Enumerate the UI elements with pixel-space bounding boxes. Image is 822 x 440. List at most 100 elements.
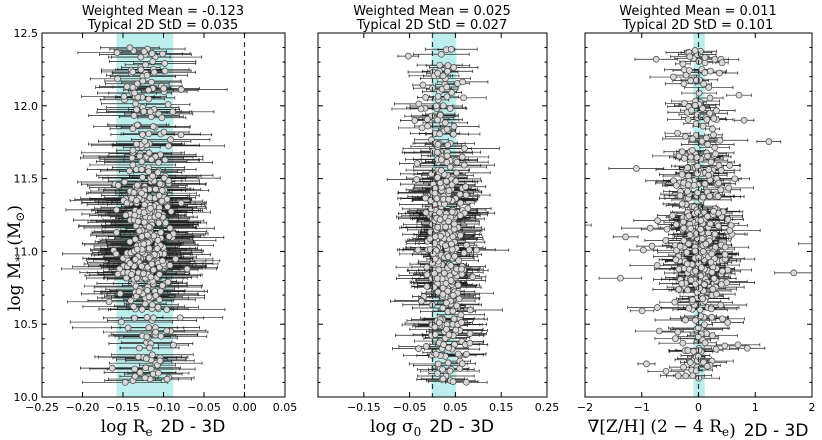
data-point bbox=[445, 195, 453, 203]
data-point bbox=[139, 174, 146, 181]
data-point bbox=[143, 333, 151, 341]
data-point bbox=[158, 114, 166, 122]
data-point bbox=[462, 183, 469, 191]
data-point bbox=[457, 311, 465, 319]
data-point bbox=[458, 265, 465, 273]
data-point bbox=[170, 341, 177, 349]
data-point bbox=[149, 58, 157, 65]
data-point bbox=[138, 306, 146, 313]
data-point bbox=[436, 111, 444, 119]
data-point bbox=[133, 245, 141, 253]
data-point bbox=[445, 344, 452, 352]
data-point bbox=[450, 220, 458, 228]
data-point bbox=[415, 345, 422, 352]
data-point bbox=[130, 189, 138, 196]
data-point bbox=[135, 227, 143, 235]
data-point bbox=[141, 300, 149, 308]
data-point bbox=[451, 252, 458, 260]
data-point bbox=[162, 219, 170, 227]
data-point bbox=[145, 244, 153, 252]
data-point bbox=[159, 257, 166, 265]
panel-title: Weighted Mean = -0.123 bbox=[82, 4, 244, 19]
data-point bbox=[442, 223, 449, 231]
data-point bbox=[460, 161, 468, 169]
data-point bbox=[159, 282, 166, 289]
plot-area: −2 −1 0 1 2 bbox=[577, 32, 816, 414]
data-point bbox=[141, 374, 149, 382]
data-point bbox=[154, 169, 162, 176]
data-point bbox=[458, 153, 466, 161]
data-point bbox=[177, 131, 185, 139]
data-point bbox=[140, 218, 148, 226]
data-point bbox=[177, 86, 185, 93]
data-point bbox=[439, 102, 447, 110]
data-point bbox=[139, 77, 147, 85]
data-point bbox=[457, 199, 464, 207]
data-point bbox=[452, 177, 460, 185]
data-point bbox=[424, 115, 431, 123]
data-point bbox=[436, 130, 444, 138]
data-point bbox=[145, 293, 153, 301]
data-point bbox=[443, 83, 451, 91]
data-point bbox=[136, 369, 144, 376]
data-point bbox=[164, 101, 172, 108]
data-point bbox=[445, 331, 453, 339]
data-point bbox=[129, 125, 137, 133]
data-point bbox=[177, 199, 185, 207]
data-point bbox=[432, 102, 440, 110]
data-point bbox=[133, 181, 141, 189]
data-point bbox=[128, 154, 136, 162]
data-point bbox=[469, 273, 477, 281]
x-tick-label: −0.10 bbox=[147, 401, 181, 414]
data-point bbox=[139, 131, 146, 138]
data-point bbox=[160, 128, 168, 136]
data-point bbox=[164, 278, 172, 286]
data-point bbox=[441, 119, 449, 127]
data-point bbox=[133, 197, 140, 204]
data-point bbox=[161, 156, 169, 164]
data-point bbox=[113, 49, 121, 57]
data-point bbox=[442, 242, 449, 249]
data-point bbox=[434, 69, 441, 77]
x-tick-label: −0.25 bbox=[25, 401, 59, 414]
data-point bbox=[444, 67, 451, 75]
data-point bbox=[157, 332, 165, 340]
data-point bbox=[150, 314, 157, 322]
data-point bbox=[455, 295, 463, 303]
data-point bbox=[122, 274, 130, 282]
data-point bbox=[121, 378, 129, 386]
data-point bbox=[444, 253, 452, 260]
data-point bbox=[443, 325, 450, 333]
data-point bbox=[440, 341, 447, 348]
data-point bbox=[466, 306, 474, 314]
data-point bbox=[113, 229, 120, 236]
data-point bbox=[129, 68, 137, 76]
data-point bbox=[129, 83, 137, 91]
data-point bbox=[138, 158, 146, 165]
data-point bbox=[140, 209, 148, 216]
x-tick-label: −0.05 bbox=[393, 401, 427, 414]
data-point bbox=[439, 375, 447, 383]
y-tick-label: 11.5 bbox=[14, 173, 39, 186]
data-point bbox=[434, 92, 442, 100]
data-point bbox=[442, 280, 450, 287]
panel-title: Weighted Mean = 0.011 bbox=[619, 4, 776, 19]
data-point bbox=[435, 266, 443, 274]
data-point bbox=[445, 217, 452, 225]
data-point bbox=[152, 292, 160, 299]
data-point bbox=[423, 271, 431, 279]
data-point bbox=[448, 246, 456, 253]
x-tick-label: 0.15 bbox=[489, 401, 514, 414]
data-point bbox=[138, 262, 145, 270]
data-point bbox=[418, 124, 426, 132]
data-point bbox=[158, 197, 166, 205]
data-point bbox=[463, 350, 470, 358]
data-point bbox=[142, 61, 149, 69]
data-point bbox=[166, 224, 174, 232]
data-point bbox=[148, 260, 156, 268]
data-point bbox=[126, 260, 134, 267]
data-point bbox=[455, 257, 463, 264]
data-point bbox=[131, 256, 139, 263]
data-point bbox=[164, 203, 171, 211]
data-point bbox=[149, 123, 157, 130]
